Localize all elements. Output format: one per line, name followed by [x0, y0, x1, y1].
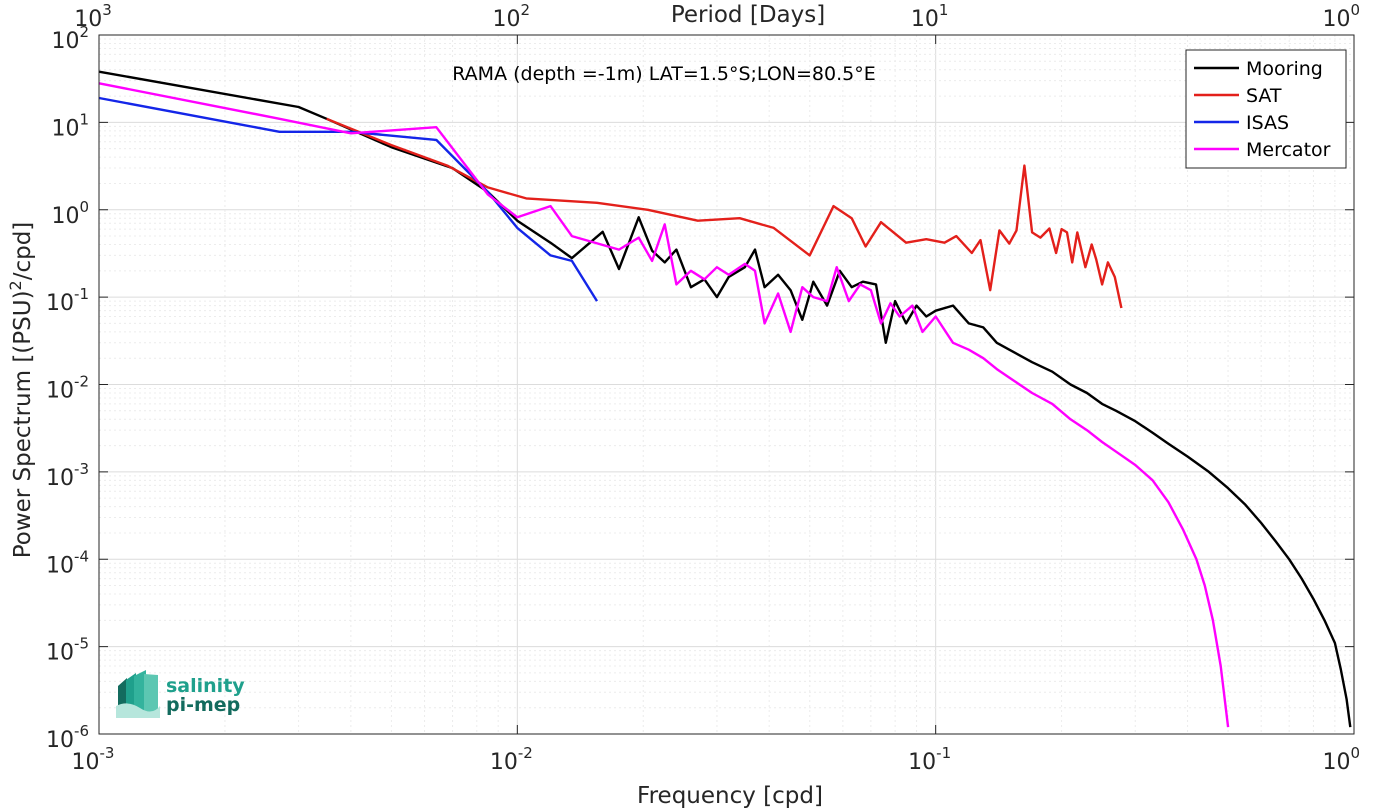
chart-title: RAMA (depth =-1m) LAT=1.5°S;LON=80.5°E — [452, 63, 876, 85]
x-tick-label: 10-2 — [490, 744, 533, 775]
grid-lines — [98, 35, 1354, 735]
logo-text-line2: pi-mep — [166, 694, 240, 716]
series-line-mooring — [98, 70, 1352, 728]
x2-tick-label: 103 — [74, 1, 112, 32]
series-line-sat — [326, 117, 1123, 309]
y-tick-label: 10-3 — [46, 460, 89, 491]
legend-label-isas: ISAS — [1246, 112, 1289, 134]
x2-tick-label: 102 — [493, 1, 531, 32]
y-tick-label: 101 — [51, 110, 89, 141]
x-tick-label: 10-3 — [72, 744, 115, 775]
y-tick-label: 100 — [51, 198, 89, 229]
y-axis-label: Power Spectrum [(PSU)2/cpd] — [6, 222, 36, 559]
y-tick-label: 10-4 — [46, 547, 89, 578]
series-line-mercator — [98, 82, 1230, 728]
series-layer — [98, 70, 1352, 728]
y-axis-label-sup: 2 — [6, 280, 25, 290]
logo-mark-icon — [116, 670, 160, 718]
legend: Mooring SAT ISAS Mercator — [1185, 49, 1347, 169]
legend-label-sat: SAT — [1246, 85, 1282, 107]
legend-label-mercator: Mercator — [1246, 139, 1331, 161]
y-axis-label-main: Power Spectrum [(PSU) — [10, 290, 36, 558]
x-tick-label: 100 — [1322, 744, 1360, 775]
y-axis-label-end: /cpd] — [10, 222, 36, 281]
x2-tick-label: 101 — [911, 1, 949, 32]
y-tick-label: 10-5 — [46, 635, 89, 666]
y-tick-label: 10-1 — [46, 285, 89, 316]
x2-axis-label: Period [Days] — [671, 2, 825, 28]
tick-marks — [98, 34, 1355, 735]
y-tick-label: 10-2 — [46, 373, 89, 404]
logo-text-line1: salinity — [166, 675, 245, 697]
salinity-pi-mep-logo: salinity pi-mep — [116, 670, 245, 718]
x2-tick-label: 100 — [1322, 1, 1360, 32]
x-tick-label: 10-1 — [908, 744, 951, 775]
legend-label-mooring: Mooring — [1246, 58, 1323, 80]
y-tick-label: 10-6 — [46, 722, 89, 753]
x-axis-label: Frequency [cpd] — [637, 783, 823, 809]
series-line-isas — [98, 96, 599, 302]
y-tick-label: 102 — [51, 23, 89, 54]
